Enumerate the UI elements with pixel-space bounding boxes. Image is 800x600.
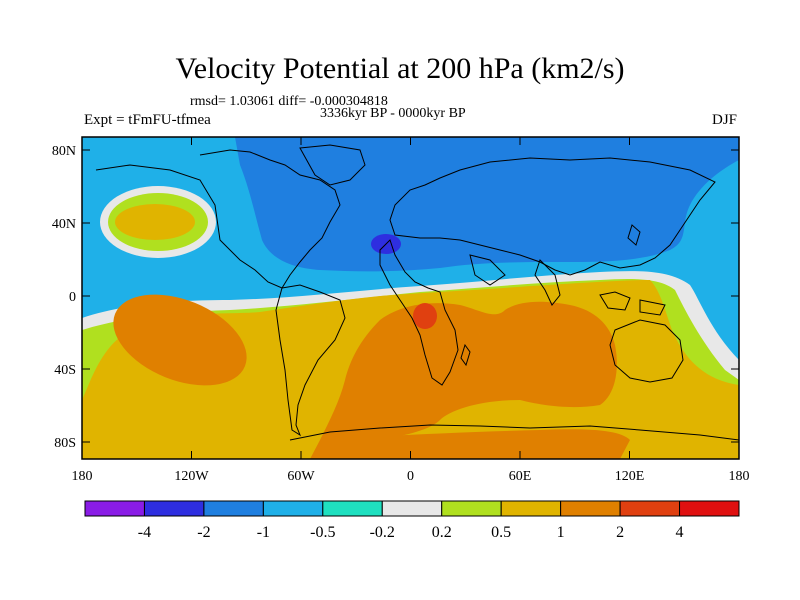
lon-label: 180: [729, 469, 750, 484]
lat-label: 80S: [54, 436, 76, 451]
coastline-new-guinea: [639, 299, 666, 316]
lat-label: 0: [69, 290, 76, 305]
colorbar-label: 4: [676, 524, 684, 541]
period-label: 3336kyr BP - 0000kyr BP: [320, 106, 466, 121]
lon-label: 0: [407, 469, 414, 484]
colorbar-swatch: [619, 500, 681, 517]
season-label: DJF: [712, 112, 738, 128]
colorbar-swatch: [560, 500, 621, 517]
colorbar-swatch: [84, 500, 145, 517]
colorbar-swatch: [381, 500, 443, 517]
coastline-africa: [379, 239, 459, 386]
colorbar-label: -0.5: [310, 524, 335, 541]
experiment-label: Expt = tFmFU-tfmea: [84, 112, 211, 128]
colorbar-label: 0.2: [432, 524, 452, 541]
coastline-north-america: [95, 149, 341, 289]
coastline-japan: [627, 224, 641, 246]
colorbar-swatch: [143, 500, 205, 517]
colorbar-label: 2: [616, 524, 624, 541]
colorbar-swatch: [500, 500, 562, 517]
lon-label: 60E: [509, 469, 532, 484]
coastline-madagascar: [460, 343, 471, 367]
lat-labels: 80N 40N 0 40S 80S: [52, 144, 76, 451]
plot-title: Velocity Potential at 200 hPa (km2/s): [175, 52, 625, 85]
field-negative-1-to-2: [235, 137, 739, 272]
field-pos-pacific: [115, 204, 195, 240]
colorbar-label: -2: [197, 524, 210, 541]
lon-tick-marks: [81, 137, 740, 459]
coastline-arabia: [469, 254, 506, 286]
colorbar-swatch: [262, 500, 324, 517]
coastline-india: [534, 259, 561, 306]
coastline-antarctica: [289, 424, 739, 441]
rmsd-stat: rmsd= 1.03061 diff= -0.000304818: [190, 94, 388, 109]
colorbar-swatch: [441, 500, 502, 517]
lat-label: 40N: [52, 217, 76, 232]
coastline-south-america: [275, 284, 346, 437]
lat-label: 40S: [54, 363, 76, 378]
colorbar-label: -1: [257, 524, 270, 541]
lon-label: 180: [72, 469, 93, 484]
field-pos-1-2-south: [320, 301, 617, 440]
velocity-potential-field: [82, 137, 739, 459]
lon-label: 120W: [174, 469, 209, 484]
colorbar-label: -4: [138, 524, 151, 541]
lat-label: 80N: [52, 144, 76, 159]
field-peak-africa: [413, 303, 437, 329]
colorbar-label: -0.2: [370, 524, 395, 541]
field-pos-1-2-antarctic: [310, 429, 630, 459]
colorbar-label: 1: [557, 524, 565, 541]
colorbar-swatch: [322, 500, 383, 517]
colorbar-swatch: [679, 500, 740, 517]
lon-labels: 180 120W 60W 0 60E 120E 180: [72, 469, 750, 484]
coastlines: [95, 144, 739, 441]
lon-label: 120E: [615, 469, 645, 484]
coastline-borneo: [599, 291, 631, 311]
coastline-australia: [609, 319, 684, 383]
colorbar-label: 0.5: [491, 524, 511, 541]
coastline-greenland: [299, 144, 366, 186]
colorbar-swatch: [203, 500, 264, 517]
field-pos-1-2-south-pacific: [113, 294, 247, 386]
lat-tick-marks: [82, 149, 739, 443]
coastline-eurasia: [389, 157, 716, 276]
lon-label: 60W: [287, 469, 315, 484]
colorbar: -4 -2 -1 -0.5 -0.2 0.2 0.5 1 2 4: [84, 500, 740, 541]
